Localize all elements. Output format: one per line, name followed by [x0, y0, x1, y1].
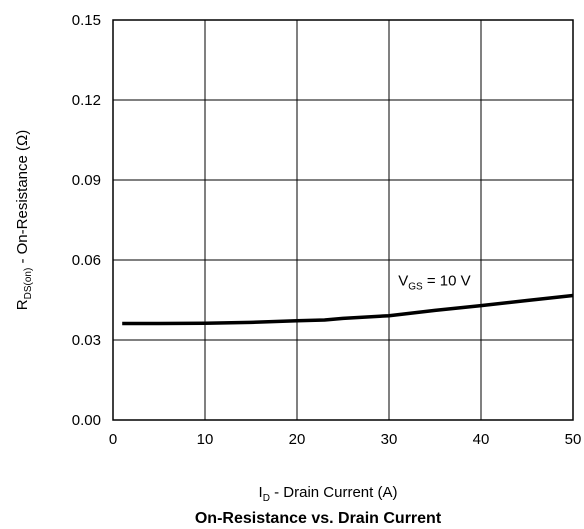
- x-tick-label: 0: [109, 431, 117, 448]
- series-point: [324, 320, 325, 321]
- y-axis-label: RDS(on) - On-Resistance (Ω): [14, 130, 34, 310]
- series-layer: [122, 293, 574, 326]
- x-axis-label-symbol: I: [259, 484, 263, 501]
- series-point: [573, 295, 574, 296]
- series-point: [389, 315, 390, 316]
- series-point: [205, 323, 206, 324]
- x-axis-label-subscript: D: [263, 493, 270, 504]
- annotation-subscript: GS: [408, 281, 423, 292]
- series-point: [159, 323, 160, 324]
- grid: [112, 19, 574, 421]
- y-tick-label: 0.15: [72, 12, 101, 29]
- y-tick-labels: 0.00 0.03 0.06 0.09 0.12 0.15: [72, 12, 101, 429]
- x-tick-label: 10: [197, 431, 214, 448]
- y-tick-label: 0.03: [72, 332, 101, 349]
- y-tick-label: 0.06: [72, 252, 101, 269]
- x-tick-label: 30: [381, 431, 398, 448]
- y-axis-label-symbol: R: [14, 299, 31, 310]
- series-line: [122, 293, 574, 326]
- series-point: [251, 322, 252, 323]
- y-axis-label-text: - On-Resistance (Ω): [14, 130, 31, 268]
- x-tick-label: 40: [473, 431, 490, 448]
- y-tick-label: 0.12: [72, 92, 101, 109]
- chart-title: On-Resistance vs. Drain Current: [195, 510, 442, 527]
- y-tick-label: 0.00: [72, 412, 101, 429]
- annotation-symbol: V: [398, 272, 408, 289]
- series-annotation: VGS = 10 V: [398, 272, 470, 292]
- x-tick-labels: 0 10 20 30 40 50: [109, 431, 582, 448]
- series-point: [527, 300, 528, 301]
- annotation-text: = 10 V: [423, 272, 471, 289]
- series-point: [122, 323, 123, 324]
- x-tick-label: 20: [289, 431, 306, 448]
- y-axis-label-subscript: DS(on): [23, 268, 34, 300]
- series-point: [343, 318, 344, 319]
- x-axis-label-text: - Drain Current (A): [270, 484, 398, 501]
- series-point: [435, 310, 436, 311]
- x-tick-label: 50: [565, 431, 582, 448]
- plot-frame: [112, 19, 574, 421]
- series-point: [481, 305, 482, 306]
- x-axis-label: ID - Drain Current (A): [259, 484, 398, 504]
- y-tick-label: 0.09: [72, 172, 101, 189]
- series-point: [297, 320, 298, 321]
